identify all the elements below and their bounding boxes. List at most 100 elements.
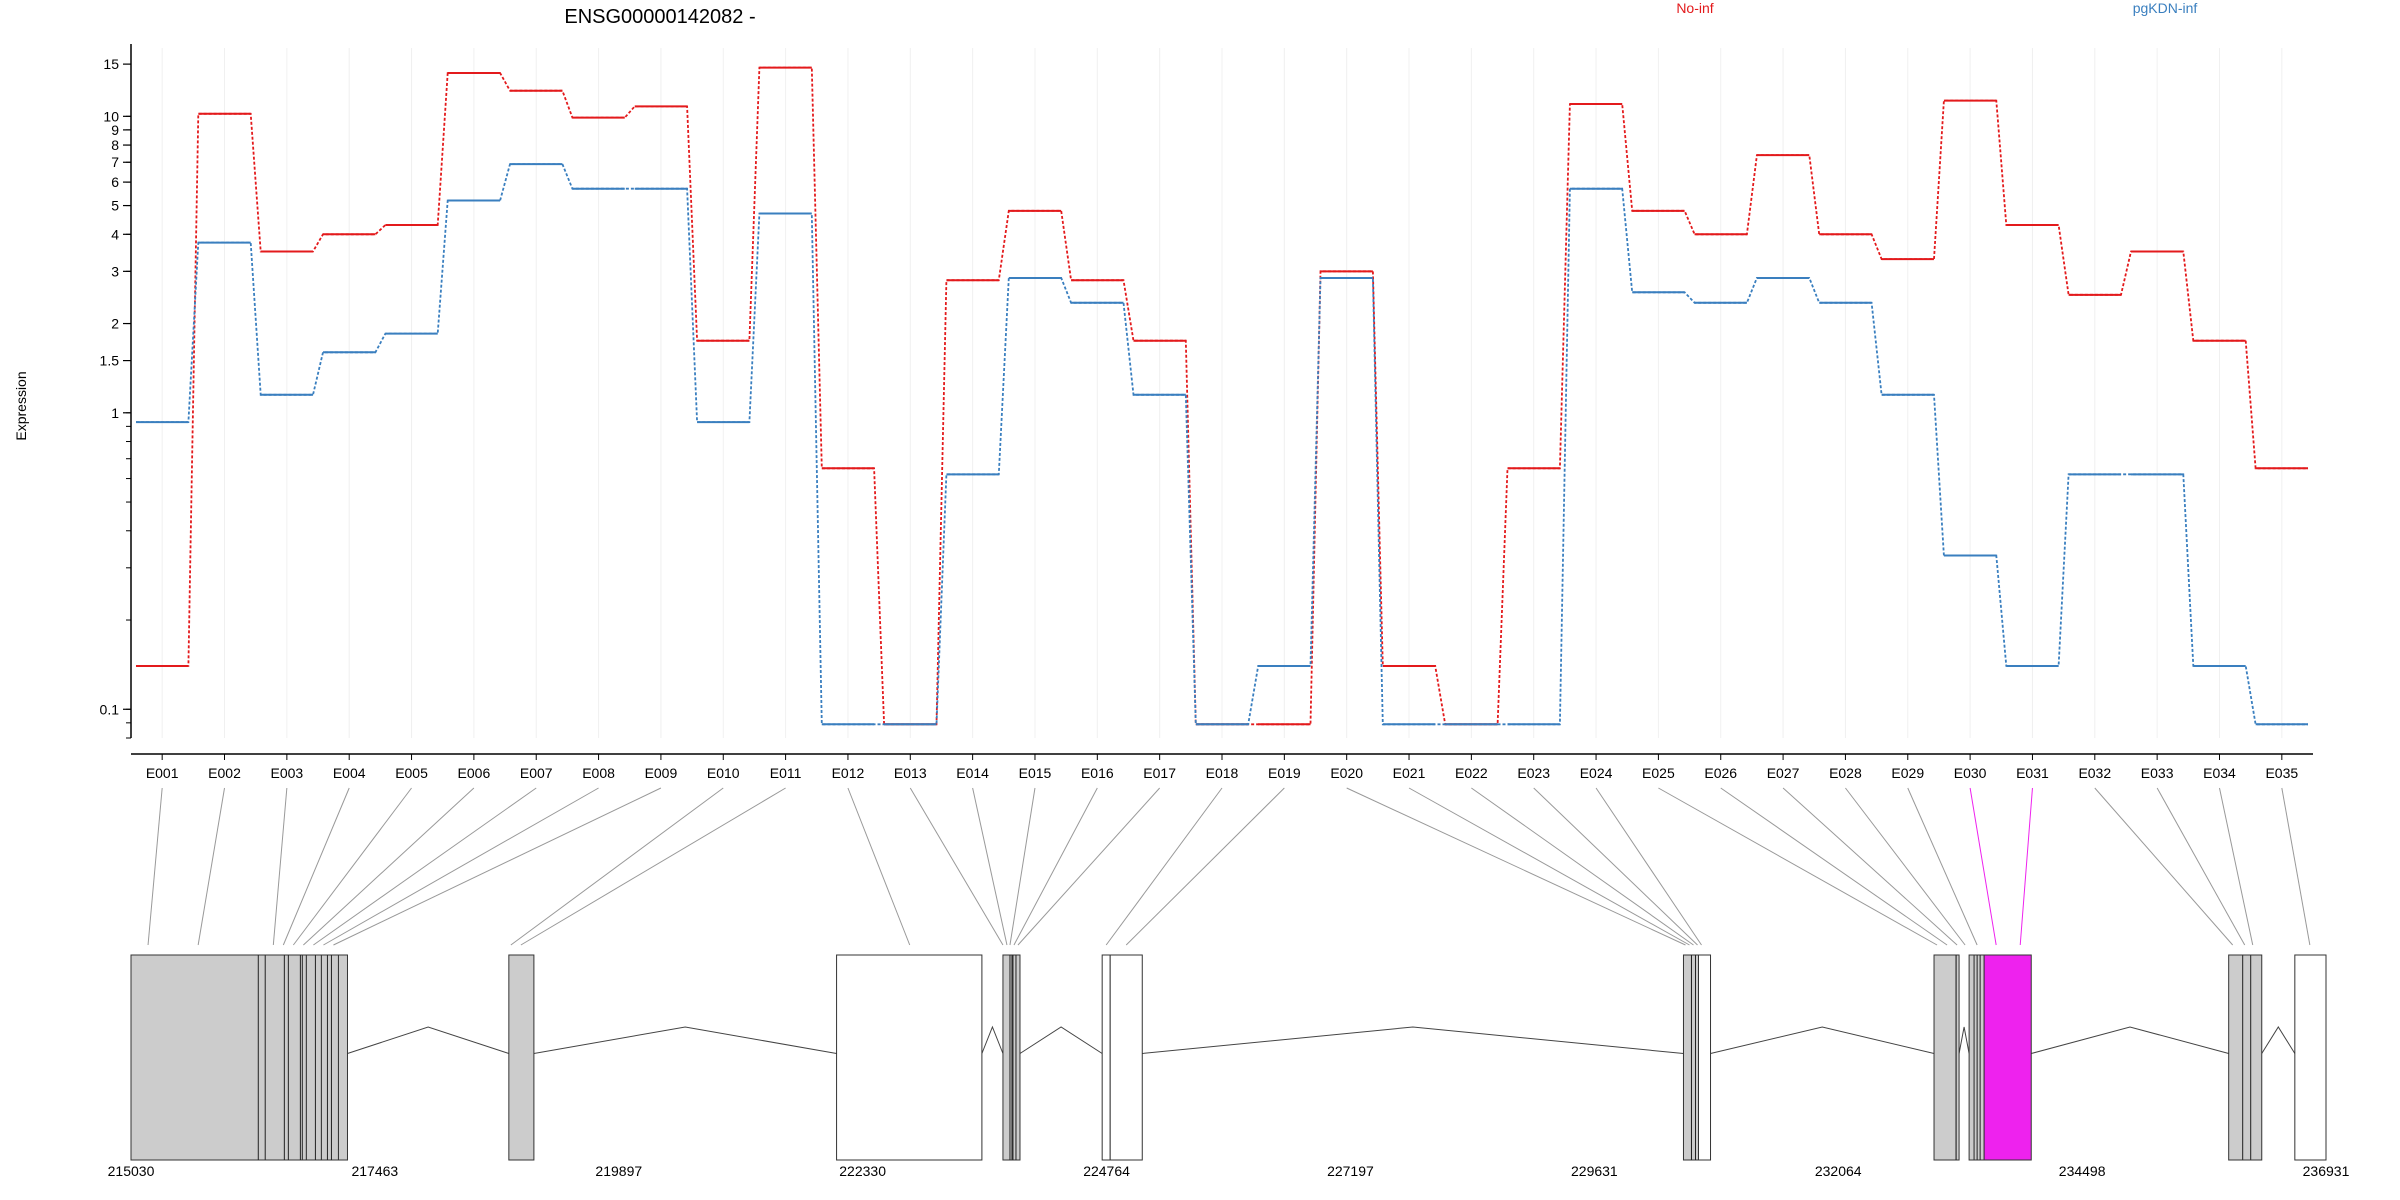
x-tick-label: E031	[2016, 765, 2049, 781]
y-tick-label: 3	[111, 263, 119, 279]
intron-line	[1710, 1026, 1935, 1054]
y-tick-label: 2	[111, 316, 119, 332]
x-tick-label: E033	[2141, 765, 2174, 781]
exon-block	[264, 954, 303, 1161]
exon-connector-e031	[2019, 787, 2033, 946]
exon-connector-e013	[909, 787, 1004, 946]
x-tick-label: E014	[956, 765, 989, 781]
highlighted-exon-block	[1983, 954, 2032, 1161]
x-tick-label: E023	[1517, 765, 1550, 781]
x-tick-label: E007	[520, 765, 553, 781]
x-tick-label: E027	[1767, 765, 1800, 781]
y-tick-label: 5	[111, 198, 119, 214]
x-tick-label: E012	[832, 765, 865, 781]
intron-line	[347, 1026, 509, 1054]
intron-line	[2031, 1026, 2229, 1054]
exon-connector-e030	[1969, 787, 1997, 946]
exon-connector-e014	[972, 787, 1008, 946]
y-tick-label: 8	[111, 137, 119, 153]
exon-block	[320, 954, 339, 1161]
x-tick-label: E001	[146, 765, 179, 781]
coordinate-label: 217463	[351, 1163, 398, 1179]
exon-connector-e008	[323, 787, 599, 946]
exon-connector-e004	[282, 787, 350, 946]
exon-connector-e018	[1105, 787, 1223, 946]
exon-block	[337, 954, 348, 1161]
legend-no-inf: No-inf	[1676, 0, 1713, 16]
x-tick-label: E030	[1954, 765, 1987, 781]
exon-connector-e033	[2156, 787, 2246, 946]
y-tick-label: 7	[111, 154, 119, 170]
exon-connector-e035	[2281, 787, 2311, 946]
y-tick-label: 4	[111, 226, 119, 242]
intron-line	[981, 1025, 1004, 1054]
coordinate-label: 234498	[2059, 1163, 2106, 1179]
exon-block	[2242, 954, 2252, 1161]
exon-block	[508, 954, 535, 1161]
y-tick-label: 9	[111, 122, 119, 138]
exon-connector-e028	[1845, 787, 1966, 946]
intron-line	[1019, 1026, 1103, 1054]
exon-connector-e009	[333, 787, 662, 946]
exon-connector-e032	[2094, 787, 2234, 946]
x-tick-label: E009	[645, 765, 678, 781]
coordinate-label: 224764	[1083, 1163, 1130, 1179]
x-tick-label: E002	[208, 765, 241, 781]
exon-block	[1002, 954, 1013, 1161]
exon-connector-e005	[292, 787, 412, 946]
coordinate-label: 232064	[1815, 1163, 1862, 1179]
x-tick-label: E011	[770, 765, 802, 781]
x-tick-label: E032	[2078, 765, 2111, 781]
x-tick-label: E008	[582, 765, 615, 781]
coordinate-label: 222330	[839, 1163, 886, 1179]
x-tick-label: E028	[1829, 765, 1862, 781]
x-tick-label: E035	[2265, 765, 2298, 781]
coordinate-label: 227197	[1327, 1163, 1374, 1179]
exon-block	[130, 954, 266, 1161]
y-axis-label: Expression	[13, 371, 29, 440]
x-tick-label: E022	[1455, 765, 1488, 781]
exon-block	[301, 954, 307, 1161]
intron-line	[533, 1026, 837, 1054]
exon-connector-e023	[1533, 787, 1698, 946]
exon-block	[2228, 954, 2244, 1161]
x-tick-label: E006	[458, 765, 491, 781]
x-tick-label: E021	[1393, 765, 1426, 781]
x-tick-label: E013	[894, 765, 927, 781]
exon-connector-e026	[1720, 787, 1948, 946]
coordinate-label: 215030	[108, 1163, 155, 1179]
exon-connector-e021	[1408, 787, 1690, 946]
intron-line	[1142, 1026, 1684, 1054]
exon-block	[1697, 954, 1712, 1161]
x-tick-label: E005	[395, 765, 428, 781]
legend-pgkdn-inf: pgKDN-inf	[2133, 0, 2198, 16]
exon-connector-e025	[1658, 787, 1938, 946]
exon-connector-e002	[197, 787, 226, 946]
x-tick-label: E004	[333, 765, 366, 781]
exon-block	[1933, 954, 1957, 1161]
exon-block	[836, 954, 983, 1161]
x-tick-label: E010	[707, 765, 740, 781]
exon-connector-e007	[313, 787, 537, 946]
exon-connector-e020	[1346, 787, 1686, 946]
exon-block	[2294, 954, 2327, 1161]
intron-line	[1958, 1026, 1970, 1054]
gene-model: 215030 217463 219897 222330 224764 227197 2296…	[108, 787, 2350, 1179]
y-tick-label: 10	[103, 108, 119, 124]
x-tick-label: E003	[271, 765, 304, 781]
x-tick-label: E019	[1268, 765, 1301, 781]
exon-block	[1109, 954, 1143, 1161]
intron-line	[2261, 1026, 2296, 1054]
x-tick-label: E018	[1206, 765, 1239, 781]
chart-title: ENSG00000142082 -	[564, 6, 755, 28]
x-tick-label: E034	[2203, 765, 2236, 781]
x-tick-label: E025	[1642, 765, 1675, 781]
exon-connector-e010	[510, 787, 724, 946]
y-tick-label: 15	[103, 56, 119, 72]
exon-connector-e003	[272, 787, 288, 946]
exon-connector-e027	[1782, 787, 1958, 946]
x-tick-label: E029	[1891, 765, 1924, 781]
exon-connector-e001	[147, 787, 163, 946]
